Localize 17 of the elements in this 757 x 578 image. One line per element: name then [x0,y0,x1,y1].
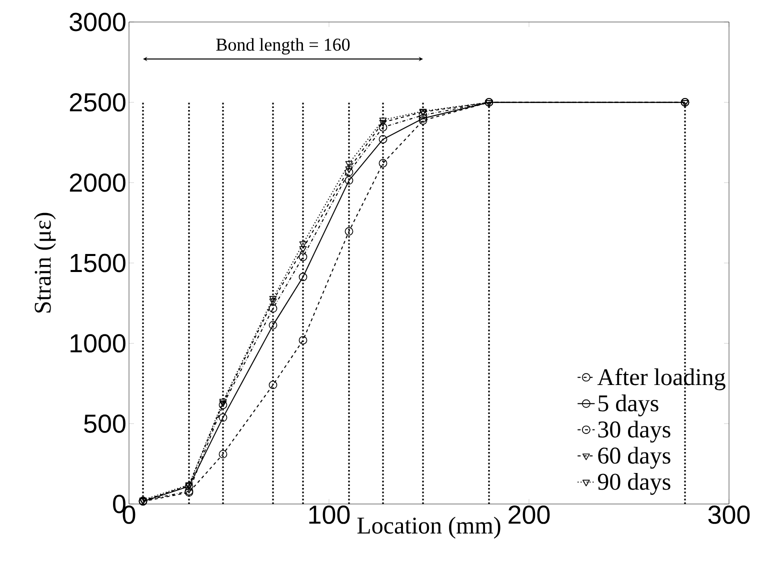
annotation: Bond length = 160 [216,38,350,54]
y-axis-title: Strain (με) [34,212,56,313]
y-tick-label: 500 [84,414,126,433]
x-tick-label: 300 [708,506,750,524]
y-tick-label: 1000 [70,334,126,353]
legend-label: 5 days [598,394,658,416]
legend-label: 60 days [598,446,670,469]
legend-label: After loading [597,368,726,390]
legend-label: 30 days [598,420,670,443]
legend-label: 90 days [598,473,670,495]
x-tick-label: 200 [508,506,550,524]
y-tick-label: 2000 [70,173,126,192]
x-axis-title: Location (mm) [357,516,500,539]
y-tick-label: 3000 [70,12,126,32]
x-tick-label: 100 [309,506,350,524]
y-tick-label: 2500 [70,93,126,112]
y-tick-label: 1500 [70,254,126,272]
